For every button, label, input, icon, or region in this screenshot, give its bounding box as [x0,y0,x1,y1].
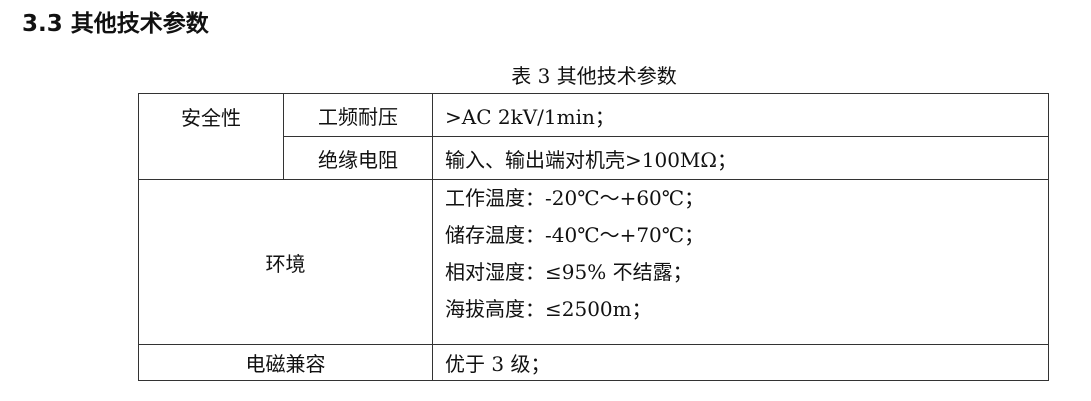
env-line: 相对湿度：≤95% 不结露； [445,260,693,284]
env-line: 海拔高度：≤2500m； [445,297,652,321]
env-line: 储存温度：-40℃～+70℃； [445,223,705,247]
environment-values: 工作温度：-20℃～+60℃； 储存温度：-40℃～+70℃； 相对湿度：≤95… [432,179,1049,345]
environment-label: 环境 [138,179,433,345]
parameters-table: 安全性 工频耐压 >AC 2kV/1min； 绝缘电阻 输入、输出端对机壳>10… [138,93,1049,381]
env-line: 工作温度：-20℃～+60℃； [445,186,705,210]
table-row: 电磁兼容 优于 3 级； [138,344,1049,381]
table-caption: 表 3 其他技术参数 [511,64,677,88]
section-heading: 3.3 其他技术参数 [22,11,209,37]
param-name: 工频耐压 [283,93,433,137]
table-row: 绝缘电阻 输入、输出端对机壳>100MΩ； [139,136,1049,180]
table-row: 环境 工作温度：-20℃～+60℃； 储存温度：-40℃～+70℃； 相对湿度：… [138,179,1049,345]
table-row: 安全性 工频耐压 >AC 2kV/1min； [138,93,1049,180]
param-value: 输入、输出端对机壳>100MΩ； [432,136,1049,180]
emc-value: 优于 3 级； [432,344,1049,381]
safety-label: 安全性 [138,93,284,180]
param-value: >AC 2kV/1min； [432,93,1049,137]
emc-label: 电磁兼容 [138,344,433,381]
param-name: 绝缘电阻 [283,136,433,180]
